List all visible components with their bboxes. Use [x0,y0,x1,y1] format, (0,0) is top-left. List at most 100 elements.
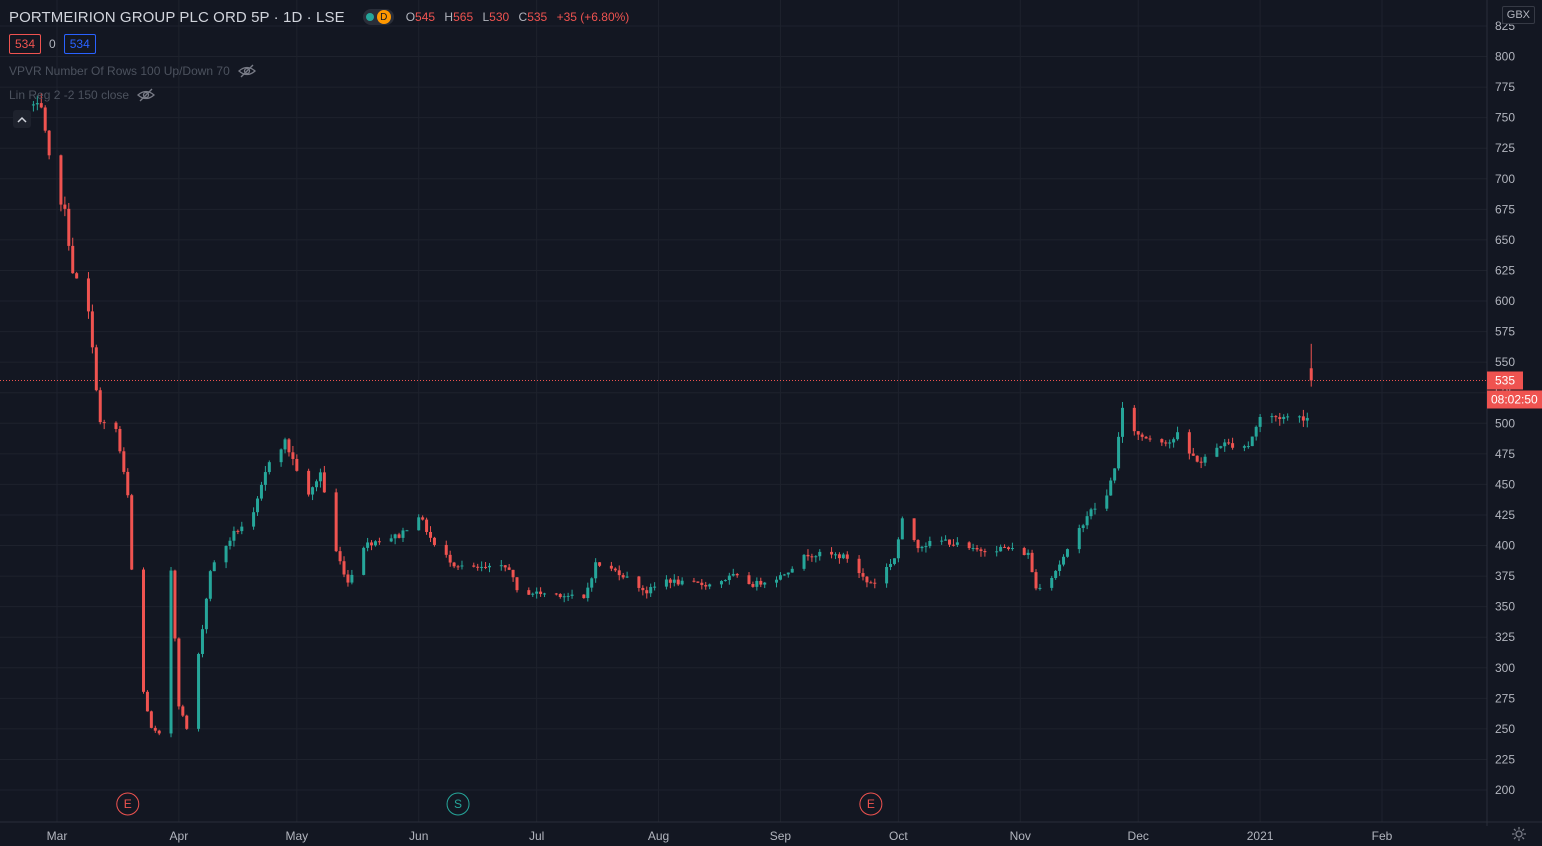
candle-body [759,580,763,585]
candle-body [130,495,134,570]
candle-body [751,584,755,587]
candle-body [472,565,476,567]
countdown-label: 08:02:50 [1491,392,1538,406]
candle-body [617,570,621,576]
earnings-event-marker[interactable] [859,792,883,816]
candle-body [389,538,393,542]
indicator-label: VPVR Number Of Rows 100 Up/Down 70 [9,64,230,78]
candle-body [1093,508,1097,510]
candle-body [283,439,287,450]
candle-body [1160,439,1164,443]
candle-body [63,204,67,209]
price-tick-label: 425 [1495,508,1515,522]
candle-body [177,638,181,707]
market-status-badge[interactable]: D [362,9,394,25]
candle-body [267,462,271,473]
indicator-linreg[interactable]: Lin Reg 2 -2 150 close [9,88,156,102]
candle-body [775,579,779,583]
split-event-marker[interactable] [446,792,470,816]
price-tick-label: 200 [1495,783,1515,797]
candle-body [1250,436,1254,447]
candle-body [232,530,236,541]
candle-body [940,540,944,542]
candle-body [1121,407,1125,437]
candle-body [307,470,311,495]
candle-body [39,103,43,108]
candle-body [865,576,869,583]
last-price-tag[interactable] [1487,371,1523,390]
candle-body [625,576,629,578]
candle-body [98,390,102,423]
candle-body [503,565,507,568]
candle-body [515,577,519,591]
candle-body [1191,453,1195,456]
currency-badge[interactable]: GBX [1501,6,1535,24]
candle-body [983,551,987,553]
price-tick-label: 450 [1495,477,1515,491]
hidden-eye-icon[interactable] [137,88,156,102]
candle-body [598,562,602,566]
candle-body [586,587,590,599]
candle-body [373,541,377,546]
low-value: 530 [489,10,510,24]
candle-body [916,540,920,549]
candle-body [393,534,397,539]
buy-price-button[interactable]: 534 [63,34,96,54]
candle-body [948,539,952,545]
candle-body [102,422,106,424]
candle-body [47,130,51,156]
last-price-label: 535 [1495,373,1515,387]
candle-body [181,706,185,716]
candle-body [1282,416,1286,420]
candle-body [200,629,204,654]
event-marker-label: E [124,797,132,811]
candle-body [507,567,511,570]
candle-body [460,565,464,567]
price-tick-label: 575 [1495,325,1515,339]
symbol-name: PORTMEIRION GROUP PLC ORD 5P [9,8,270,26]
candle-body [141,569,145,692]
sell-price-button[interactable]: 534 [9,34,42,54]
candle-body [653,586,657,588]
trade-price-row: 534 0 534 [9,34,96,54]
price-tick-label: 350 [1495,600,1515,614]
candle-body [708,584,712,587]
candle-body [153,727,157,731]
candle-body [448,554,452,563]
candle-body [566,595,570,597]
candle-body [224,545,228,563]
gear-icon[interactable] [1511,826,1527,842]
hidden-eye-icon[interactable] [237,64,256,78]
candle-body [645,590,649,594]
candle-body [157,730,161,734]
candle-body [377,541,381,543]
symbol-title[interactable]: PORTMEIRION GROUP PLC ORD 5P · 1D · LSE [9,8,345,26]
candle-body [405,530,409,532]
close-value: 535 [527,10,548,24]
candle-body [401,530,405,538]
candle-body [1242,446,1246,448]
candle-body [912,518,916,541]
candle-body [539,591,543,595]
candle-body [668,579,672,583]
event-marker-label: E [867,797,875,811]
earnings-event-marker[interactable] [116,792,140,816]
candle-body [641,587,645,591]
price-tick-label: 725 [1495,141,1515,155]
candle-body [173,570,177,639]
price-tick-label: 800 [1495,50,1515,64]
collapse-legend-button[interactable] [13,110,31,128]
candle-body [719,581,723,585]
candle-body [429,531,433,538]
candle-body [75,273,79,279]
candle-body [484,566,488,568]
candle-body [417,517,421,531]
candle-body [425,519,429,532]
candle-body [535,591,539,594]
indicator-vpvr[interactable]: VPVR Number Of Rows 100 Up/Down 70 [9,64,256,78]
candle-body [421,517,425,520]
time-tick-label: Jun [409,829,428,843]
candle-body [692,580,696,582]
